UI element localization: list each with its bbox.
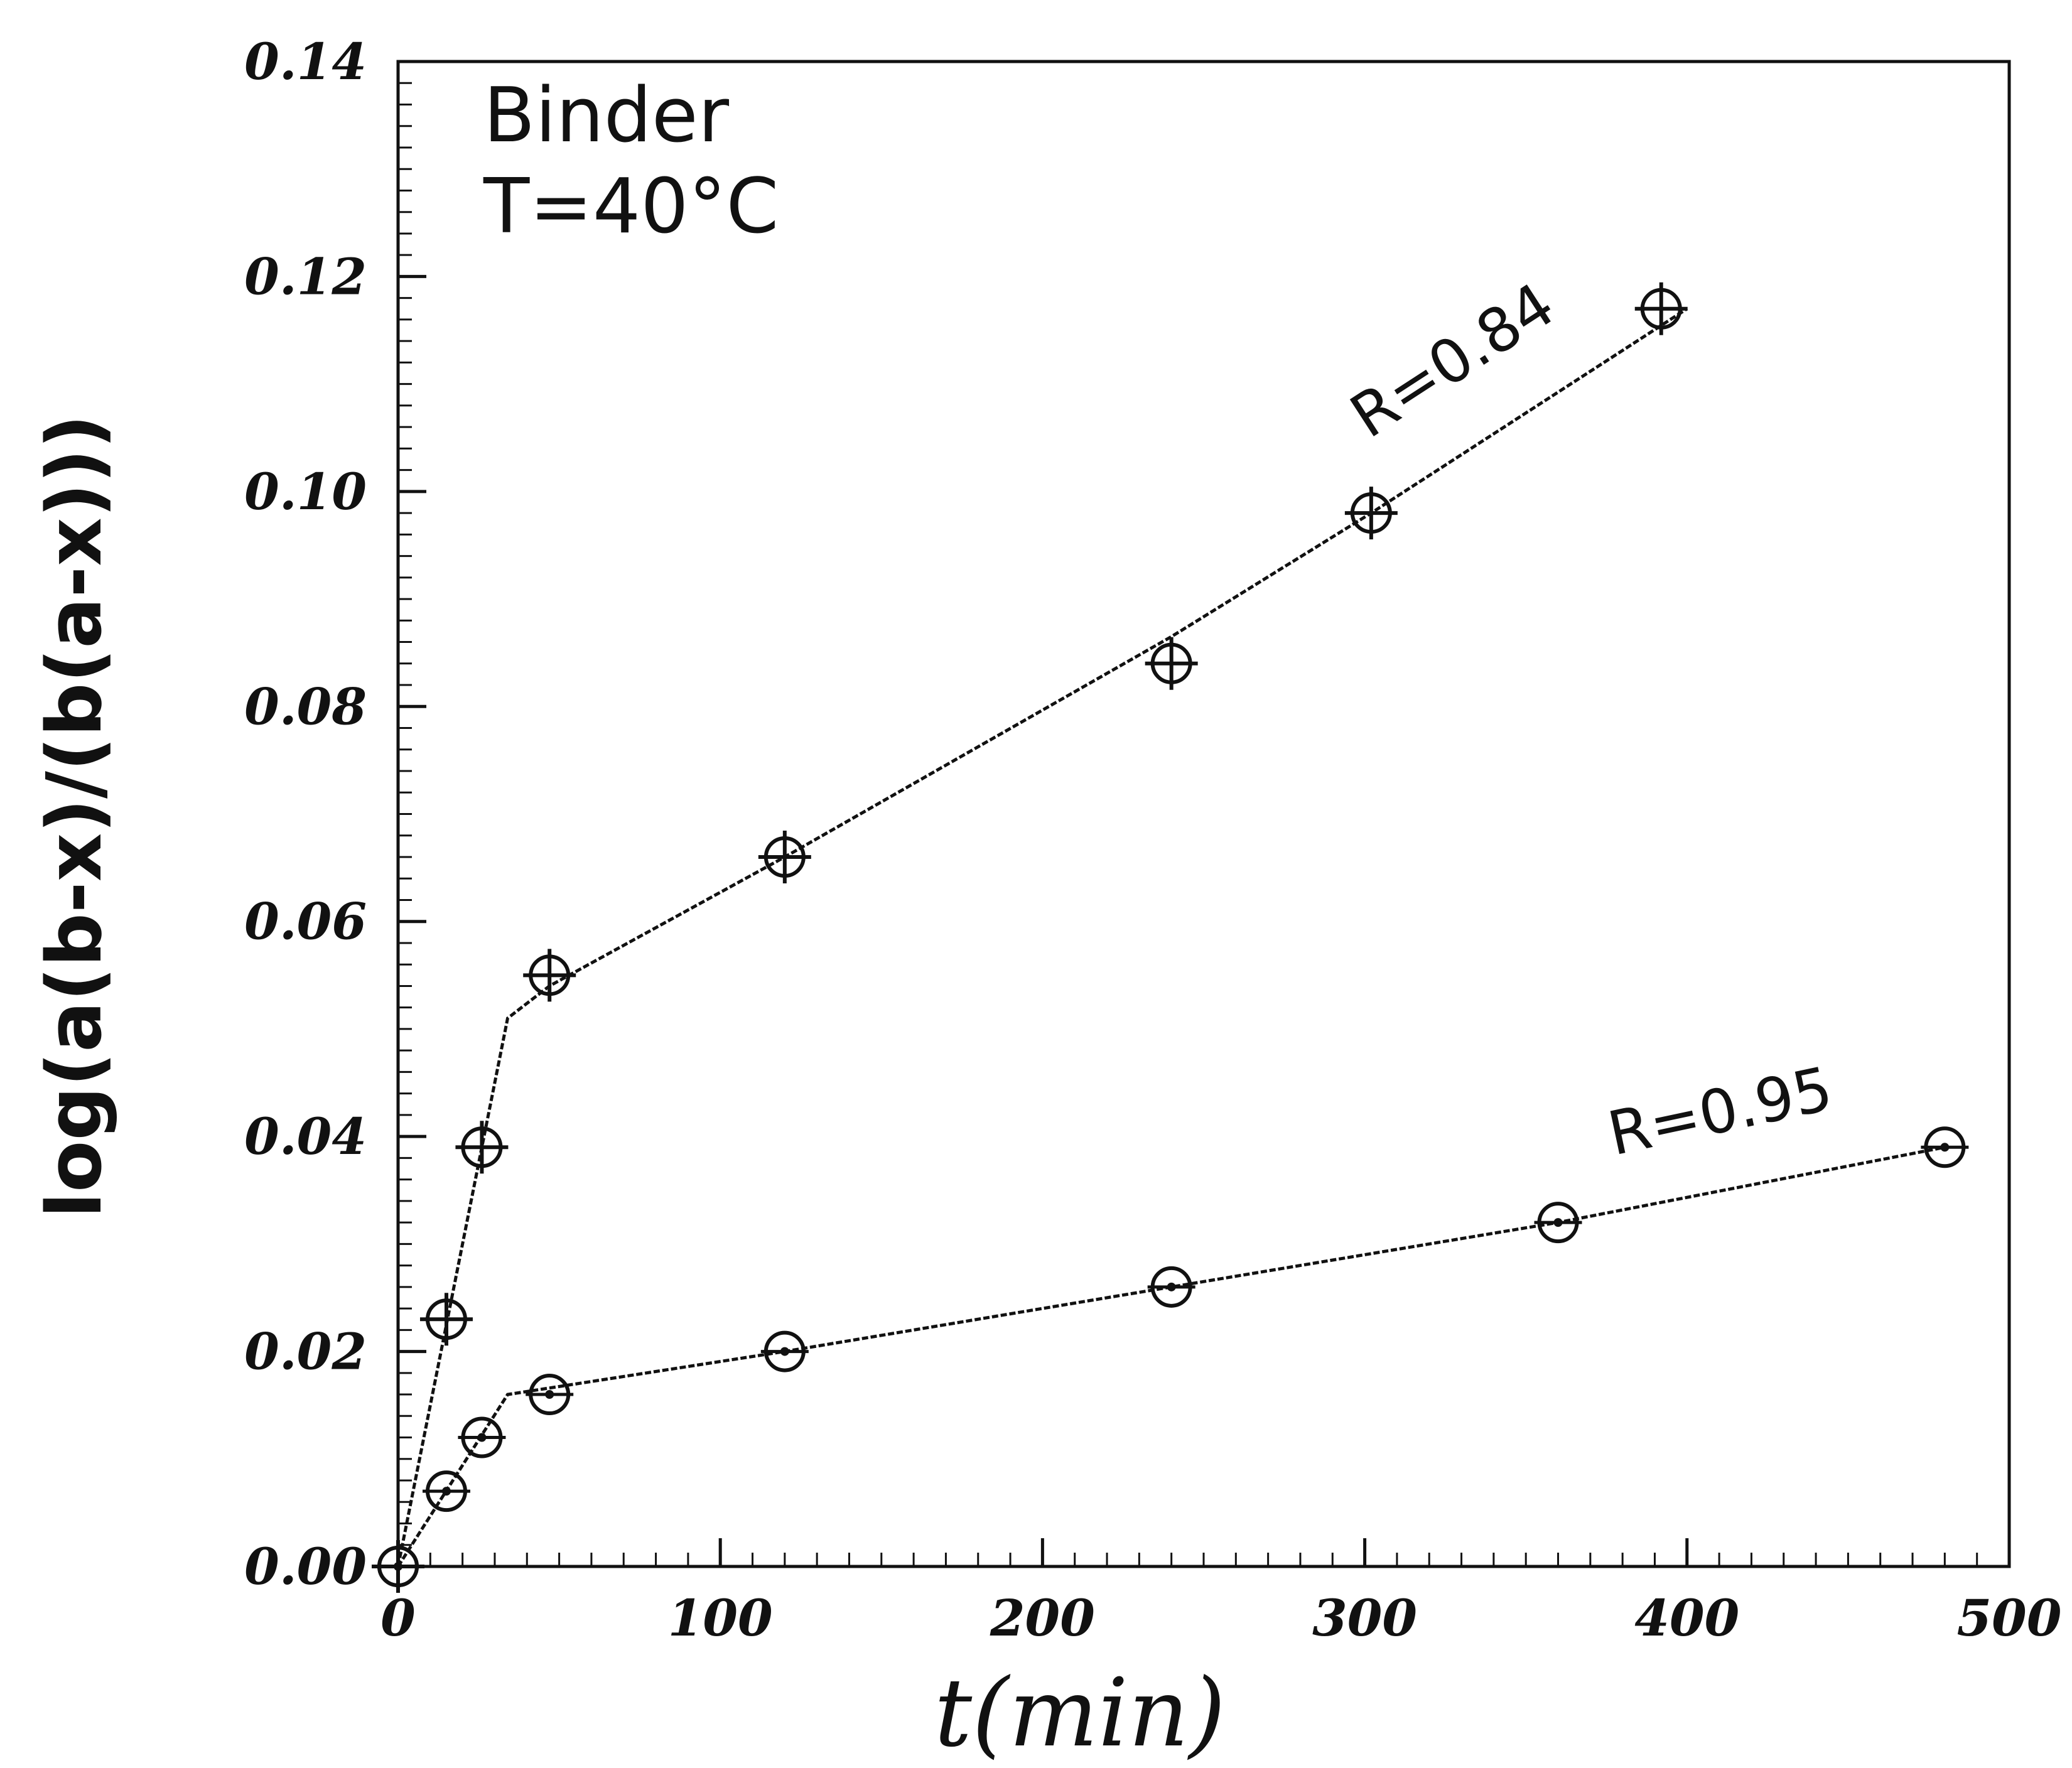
y-minor-ticks: [398, 60, 412, 1568]
marker-dot: [1167, 1282, 1176, 1291]
series-2-r-label: R=0.95: [1602, 1054, 1838, 1170]
series-2-point: [1147, 1266, 1195, 1308]
series-1-point: [455, 1121, 509, 1174]
y-axis-label: log(a(b-x)/(b(a-x))): [31, 414, 119, 1218]
y-tick-label: 0.06: [244, 892, 367, 951]
series-2-point: [1921, 1126, 1969, 1168]
x-tick-label: 300: [1312, 1588, 1417, 1647]
series-1-point: [523, 949, 576, 1002]
x-axis-label: t(min): [934, 1659, 1226, 1768]
series-2-point: [374, 1546, 422, 1587]
marker-dot: [394, 1562, 402, 1571]
x-tick-label: 200: [990, 1588, 1095, 1647]
marker-dot: [477, 1433, 487, 1442]
y-tick-label: 0.12: [244, 247, 367, 306]
marker-dot: [441, 1487, 451, 1496]
x-tick-label: 100: [668, 1588, 773, 1647]
series-1-point: [1634, 282, 1688, 335]
series-2-point: [526, 1374, 574, 1416]
series-2-point: [1534, 1202, 1582, 1244]
series-2-point: [458, 1416, 506, 1458]
x-tick-label: 400: [1634, 1588, 1739, 1647]
y-tick-label: 0.02: [244, 1322, 367, 1381]
series-2-point: [760, 1330, 809, 1372]
series-1-r-label: R=0.84: [1339, 269, 1567, 451]
y-tick-label: 0.10: [244, 462, 367, 521]
y-tick-label: 0.00: [244, 1537, 367, 1596]
series-1-point: [1344, 487, 1398, 540]
series-2-fit-line: [396, 1145, 1945, 1568]
data-markers: [372, 282, 1969, 1593]
x-minor-ticks: [397, 1553, 2010, 1566]
series-1-point: [419, 1293, 473, 1346]
x-tick-label: 0: [380, 1588, 416, 1647]
series-1-fit-line: [396, 307, 1688, 1567]
annotation-temperature: T=40°C: [483, 163, 779, 251]
series-1-point: [1145, 637, 1198, 690]
marker-dot: [545, 1390, 554, 1399]
y-tick-label: 0.14: [244, 32, 367, 91]
series-1-point: [758, 830, 811, 883]
marker-dot: [1553, 1218, 1563, 1227]
fit-lines: [396, 307, 1945, 1568]
y-tick-label: 0.04: [244, 1107, 367, 1166]
series-2-point: [422, 1470, 470, 1512]
y-tick-label: 0.08: [244, 677, 367, 736]
x-tick-label: 500: [1957, 1588, 2062, 1647]
marker-dot: [1940, 1143, 1950, 1152]
plot-frame: [396, 60, 2011, 1568]
x-axis-ticks: 0 100 200 300 400 500: [380, 1538, 2062, 1647]
annotation-binder: Binder: [483, 72, 730, 159]
y-axis-ticks: 0.00 0.02 0.04 0.06 0.08 0.10 0.12 0.14: [244, 32, 426, 1596]
marker-dot: [780, 1347, 789, 1356]
